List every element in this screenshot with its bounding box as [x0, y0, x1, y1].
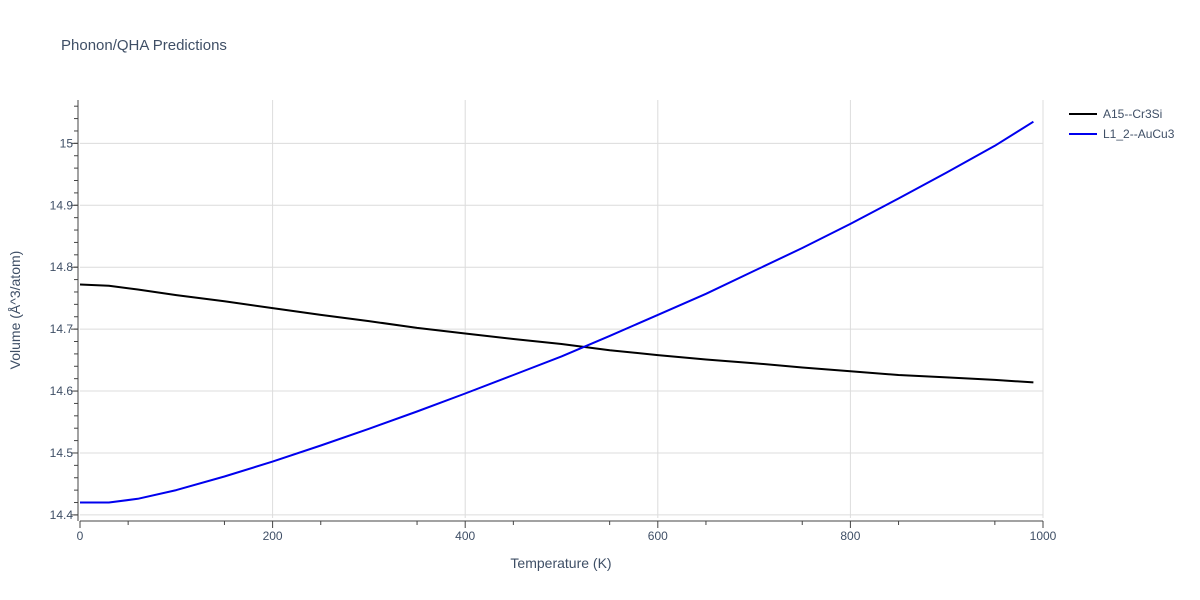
y-tick-label: 15 [60, 136, 74, 150]
series-lines [79, 120, 1034, 504]
y-tick-label: 14.6 [50, 384, 74, 398]
x-tick-label: 1000 [1030, 529, 1057, 543]
x-tick-label: 600 [648, 529, 668, 543]
series-line-1 [79, 283, 1034, 384]
x-tick-label: 200 [263, 529, 283, 543]
y-tick-label: 14.5 [50, 446, 74, 460]
legend-label: L1_2--AuCu3 [1103, 127, 1175, 141]
y-tick-label: 14.4 [50, 508, 74, 522]
axes: 0 200 400 600 800 1000 14.4 14.5 14.6 14.7 14.8 14.… [50, 100, 1057, 543]
y-tick-label: 14.7 [50, 322, 74, 336]
grid [80, 100, 1044, 518]
x-tick-label: 0 [77, 529, 84, 543]
chart-title: Phonon/QHA Predictions [61, 37, 227, 54]
x-tick-label: 400 [455, 529, 475, 543]
series-line-2 [80, 120, 1034, 504]
y-tick-label: 14.8 [50, 260, 74, 274]
legend-label: A15--Cr3Si [1103, 107, 1162, 121]
x-axis-title: Temperature (K) [510, 555, 611, 571]
x-tick-label: 800 [840, 529, 860, 543]
y-axis-title: Volume (Å^3/atom) [7, 251, 23, 370]
legend: A15--Cr3Si L1_2--AuCu3 [1069, 107, 1175, 141]
y-tick-label: 14.9 [50, 198, 74, 212]
